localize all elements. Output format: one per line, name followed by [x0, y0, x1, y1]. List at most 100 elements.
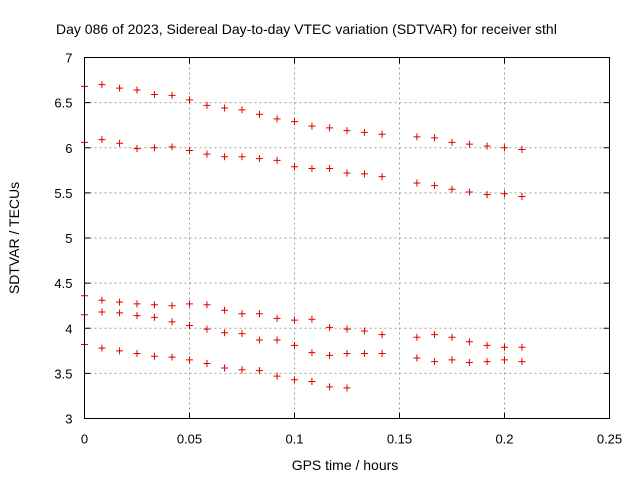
data-point: [150, 313, 158, 321]
data-point: [238, 366, 246, 374]
data-point: [116, 298, 124, 306]
x-tick-label: 0.15: [387, 432, 412, 447]
data-point: [221, 104, 229, 112]
data-point: [483, 191, 491, 199]
x-tick-label: 0: [81, 432, 88, 447]
data-point: [221, 364, 229, 372]
y-axis-label: SDTVAR / TECUs: [6, 182, 22, 294]
data-point: [221, 153, 229, 161]
x-tick-label: 0.05: [177, 432, 202, 447]
data-point: [518, 358, 526, 366]
data-point: [501, 144, 508, 152]
data-point: [150, 144, 158, 152]
data-point: [448, 333, 456, 341]
y-tick-label: 7: [65, 51, 72, 66]
data-point: [326, 383, 334, 391]
data-point: [413, 333, 421, 341]
data-point: [360, 327, 368, 335]
data-point: [431, 358, 439, 366]
data-point: [343, 384, 351, 392]
x-tick-label: 0.25: [597, 432, 622, 447]
data-point: [308, 122, 316, 130]
data-point: [238, 106, 246, 114]
data-point: [326, 165, 334, 173]
data-point: [168, 318, 176, 326]
data-point: [203, 325, 211, 333]
data-point: [203, 101, 211, 109]
data-point: [343, 127, 351, 135]
data-point: [168, 91, 176, 99]
data-point: [133, 312, 141, 320]
data-point: [291, 163, 298, 171]
data-point: [431, 331, 439, 339]
data-point: [501, 190, 508, 198]
data-point: [360, 128, 368, 136]
data-point: [518, 343, 526, 351]
data-point: [448, 185, 456, 193]
data-point: [360, 350, 368, 358]
data-point: [133, 300, 141, 308]
data-point: [255, 367, 263, 375]
data-point: [255, 110, 263, 118]
data-point: [255, 310, 263, 318]
data-point: [238, 310, 246, 318]
data-point: [98, 344, 106, 352]
data-point: [518, 192, 526, 200]
data-point: [116, 139, 124, 147]
data-point: [221, 329, 229, 337]
data-point: [186, 300, 193, 308]
data-point: [378, 350, 386, 358]
data-point: [518, 146, 526, 154]
x-tick-label: 0.1: [285, 432, 303, 447]
y-tick-label: 4.5: [54, 276, 72, 291]
data-point: [413, 133, 421, 141]
data-point: [150, 301, 158, 309]
data-point: [291, 376, 298, 384]
data-point: [203, 359, 211, 367]
series-series-2: [81, 136, 526, 200]
data-point: [343, 169, 351, 177]
data-point: [203, 301, 211, 309]
data-point: [186, 96, 193, 104]
data-point: [221, 306, 229, 314]
data-point: [273, 314, 281, 322]
series-series-3: [81, 292, 386, 339]
axis-ticks: 0 0.05 0.1 0.15 0.2 0.25 3 3.5 4 4.5 5 5.5 6 6.5 7: [54, 51, 622, 447]
data-point: [273, 156, 281, 164]
data-point: [431, 134, 439, 142]
data-point: [326, 351, 334, 359]
data-point: [186, 356, 193, 364]
data-point: [378, 130, 386, 138]
data-point: [343, 325, 351, 333]
data-point: [150, 352, 158, 360]
data-point: [308, 165, 316, 173]
y-tick-label: 5.5: [54, 186, 72, 201]
data-point: [291, 341, 298, 349]
data-point: [238, 153, 246, 161]
data-point: [431, 182, 439, 190]
data-point: [116, 347, 124, 355]
data-point: [291, 316, 298, 324]
series-series-1: [81, 81, 526, 154]
data-point: [291, 118, 298, 126]
data-point: [133, 145, 141, 153]
data-point: [133, 350, 141, 358]
data-point: [326, 323, 334, 331]
data-point: [186, 322, 193, 330]
data-point: [465, 140, 473, 148]
data-point: [501, 343, 508, 351]
data-point: [465, 188, 473, 196]
data-point: [378, 173, 386, 181]
data-point: [501, 356, 508, 364]
data-point: [483, 341, 491, 349]
y-tick-label: 5: [65, 231, 72, 246]
data-point: [273, 336, 281, 344]
data-point: [116, 309, 124, 317]
data-point: [168, 143, 176, 151]
data-point: [116, 84, 124, 92]
plot-frame: [84, 57, 610, 419]
data-point: [378, 331, 386, 339]
chart-title: Day 086 of 2023, Sidereal Day-to-day VTE…: [56, 21, 557, 37]
data-point: [326, 124, 334, 132]
